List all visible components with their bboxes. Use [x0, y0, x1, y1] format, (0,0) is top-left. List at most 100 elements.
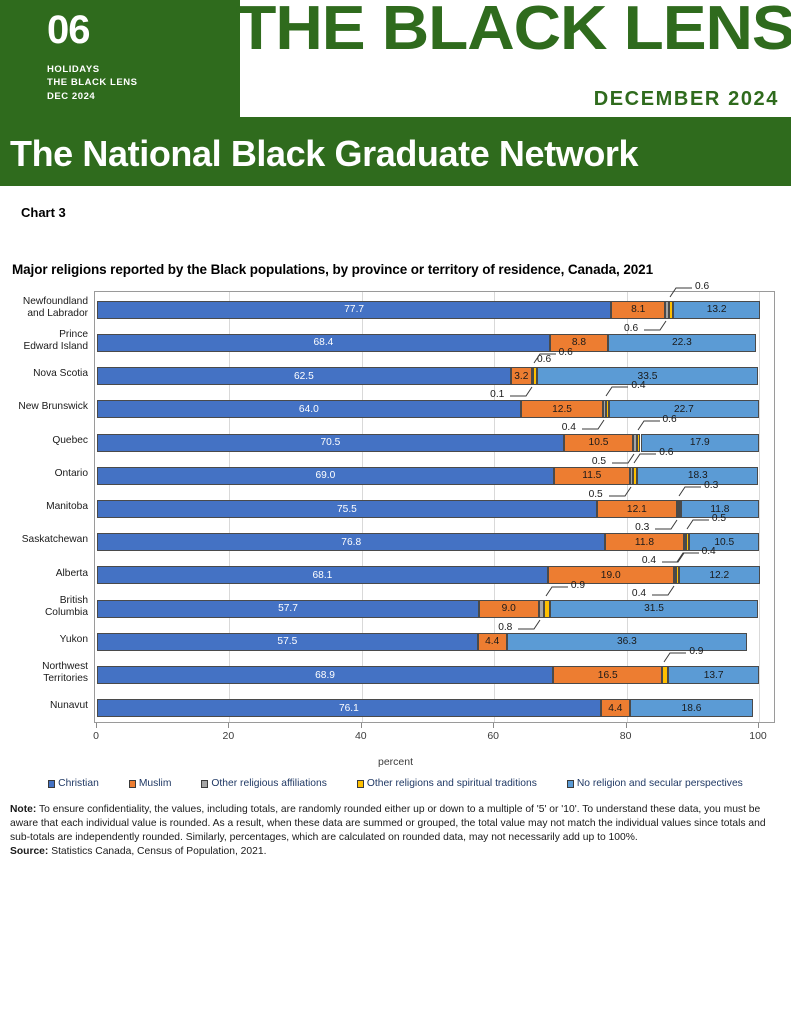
bar-segment-value: 76.8 [341, 536, 362, 548]
callout-leader-line [605, 386, 630, 398]
bar-segment-muslim: 8.8 [549, 333, 609, 352]
bar-segment-no: 22.7 [608, 400, 759, 419]
source-label: Source: [10, 845, 49, 857]
bar-segment-muslim: 4.4 [477, 632, 507, 651]
bar-segment-value: 8.1 [631, 304, 646, 316]
bar-segment-christian: 75.5 [97, 500, 597, 518]
issue-meta-line-3: DEC 2024 [47, 90, 96, 102]
bar-segment-value: 22.7 [673, 403, 694, 415]
bar-segment-no: 12.2 [678, 566, 760, 585]
publication-title: THE BLACK LENS [236, 0, 791, 63]
bar-segment-value: 3.2 [514, 370, 529, 382]
category-label-line: Nova Scotia [33, 368, 88, 380]
bar-segment-muslim: 11.8 [605, 533, 684, 552]
bar-segment-other [629, 466, 634, 485]
bar-segment-value: 36.3 [617, 636, 637, 648]
callout-leader-line [661, 552, 686, 564]
chart-category-label: New Brunswick [0, 401, 88, 413]
chart-category-label: Saskatchewan [0, 534, 88, 546]
bar-segment-value: 10.5 [714, 536, 735, 548]
axis-tick [493, 723, 495, 728]
chart-x-axis-title: percent [377, 756, 414, 768]
bar-segment-muslim: 12.1 [596, 500, 677, 518]
category-label-line: Yukon [59, 634, 88, 646]
bar-segment-callout-value: 0.5 [591, 455, 607, 467]
bar-segment-value: 4.4 [485, 636, 500, 648]
issue-meta-line-2: THE BLACK LENS [47, 77, 138, 89]
bar-segment-christian: 57.7 [97, 599, 479, 618]
callout-leader-line [611, 453, 636, 465]
bar-segment-other [683, 533, 687, 552]
bar-segment-other [633, 466, 638, 485]
bar-segment-christian: 68.9 [97, 666, 554, 685]
category-label-line: Northwest [42, 661, 88, 673]
axis-tick-label: 0 [93, 730, 99, 742]
axis-tick [228, 723, 230, 728]
axis-tick [758, 723, 759, 728]
bar-segment-value: 13.7 [703, 669, 724, 681]
issue-meta: HOLIDAYS THE BLACK LENS DEC 2024 [47, 63, 138, 103]
bar-segment-other [606, 400, 609, 419]
bar-segment-value: 22.3 [671, 337, 692, 349]
chart-category-label: British Columbia [0, 595, 88, 619]
axis-tick [625, 723, 627, 728]
callout-leader-line [686, 519, 711, 531]
bar-segment-callout-value: 0.5 [711, 513, 726, 525]
legend-swatch-icon [48, 779, 56, 788]
bar-segment-value: 77.7 [344, 304, 365, 316]
bar-segment-no: 18.6 [629, 699, 754, 718]
issue-meta-line-1: HOLIDAYS [47, 64, 100, 75]
legend-swatch-icon [201, 779, 209, 788]
bar-segment-other [676, 566, 679, 585]
legend-item[interactable]: Christian [48, 778, 99, 789]
chart-category-label: Nunavut [0, 700, 88, 712]
legend-item[interactable]: Other religious affiliations [201, 778, 327, 789]
chart-category-label: Ontario [0, 468, 88, 480]
bar-segment-value: 11.5 [582, 470, 602, 482]
callout-leader-line [608, 486, 633, 498]
bar-segment-no: 11.8 [680, 500, 759, 518]
bar-segment-no: 36.3 [506, 632, 748, 651]
bar-segment-value: 13.2 [706, 304, 727, 316]
section-banner-title: The National Black Graduate Network [10, 133, 639, 174]
bar-segment-callout-value: 0.4 [631, 380, 646, 392]
category-label-line: Saskatchewan [21, 534, 88, 546]
bar-segment-callout-value: 0.6 [537, 353, 552, 365]
bar-segment-value: 68.9 [315, 669, 335, 681]
bar-segment-callout-value: 0.4 [561, 422, 576, 434]
gridline [759, 292, 760, 722]
bar-segment-christian: 68.1 [97, 566, 548, 585]
bar-segment-other [532, 367, 537, 386]
bar-segment-other [668, 300, 673, 319]
bar-segment-callout-value: 0.3 [704, 480, 719, 491]
legend-item[interactable]: Muslim [128, 778, 171, 789]
category-label-line: Newfoundland [22, 295, 88, 307]
bar-segment-no: 10.5 [689, 533, 759, 552]
legend-item[interactable]: Other religions and spiritual traditions [356, 778, 537, 789]
bar-segment-other [636, 433, 641, 452]
bar-segment-callout-value: 0.4 [701, 546, 716, 558]
legend-item[interactable]: No religion and secular perspectives [566, 778, 743, 789]
bar-segment-value: 76.1 [338, 702, 359, 714]
bar-segment-other [686, 533, 690, 552]
bar-segment-callout-value: 0.9 [689, 646, 704, 658]
chart-category-label: Northwest Territories [0, 661, 88, 685]
bar-segment-value: 57.5 [277, 636, 298, 648]
axis-tick-label: 60 [487, 730, 500, 742]
bar-segment-other [662, 666, 669, 685]
bar-segment-value: 70.5 [320, 437, 341, 449]
category-label-line: British [59, 594, 88, 606]
chart-category-label: Quebec [0, 435, 88, 447]
category-label-line: Nunavut [50, 700, 88, 712]
chart-category-label: Manitoba [0, 501, 88, 513]
bar-segment-callout-value: 0.9 [570, 579, 585, 591]
masthead: 06 HOLIDAYS THE BLACK LENS DEC 2024 THE … [0, 0, 791, 129]
bar-segment-callout-value: 0.1 [490, 389, 505, 401]
callout-leader-line [663, 652, 688, 664]
category-label-line: Alberta [55, 567, 88, 579]
callout-leader-line [545, 586, 570, 598]
bar-segment-value: 11.8 [634, 536, 654, 548]
bar-segment-christian: 68.4 [97, 333, 550, 352]
bar-segment-value: 33.5 [637, 370, 658, 382]
chart-legend: Christian Muslim Other religious affiliati… [0, 778, 791, 789]
